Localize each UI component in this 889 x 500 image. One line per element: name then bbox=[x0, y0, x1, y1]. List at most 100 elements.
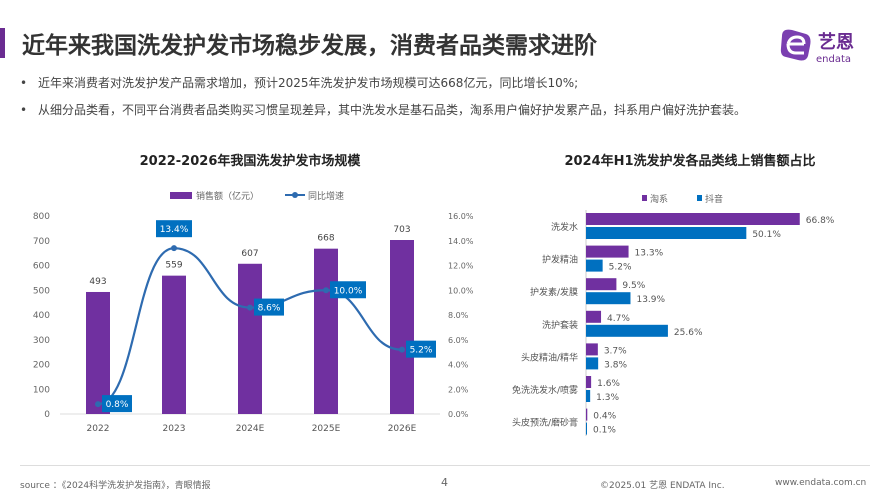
legend-swatch-douyin bbox=[697, 195, 702, 201]
page-number: 4 bbox=[441, 476, 448, 489]
y2-tick-label: 4.0% bbox=[448, 361, 469, 370]
page-title: 近年来我国洗发护发市场稳步发展，消费者品类需求进阶 bbox=[22, 33, 597, 59]
growth-data-label: 5.2% bbox=[410, 346, 433, 356]
bar-douyin bbox=[586, 259, 603, 272]
y2-tick-label: 6.0% bbox=[448, 336, 469, 345]
legend-label-growth: 同比增速 bbox=[308, 190, 344, 202]
growth-marker bbox=[247, 304, 253, 311]
website-link[interactable]: www.endata.com.cn bbox=[775, 478, 867, 488]
growth-line bbox=[97, 247, 403, 406]
bar-data-label: 13.3% bbox=[635, 249, 664, 259]
y2-tick-label: 14.0% bbox=[448, 237, 474, 246]
legend-swatch-sales bbox=[170, 192, 192, 199]
y2-tick-label: 12.0% bbox=[448, 262, 474, 271]
growth-label-box bbox=[156, 220, 192, 238]
bar-douyin bbox=[586, 324, 668, 337]
legend-label-douyin: 抖音 bbox=[705, 193, 723, 205]
bar-taoxi bbox=[586, 343, 598, 356]
bullet-text: 近年来消费者对洗发护发产品需求增加，预计2025年洗发护发市场规模可达668亿元… bbox=[38, 76, 579, 90]
bar-douyin bbox=[586, 390, 591, 402]
bullet-2: • 从细分品类看，不同平台消费者品类购买习惯呈现差异，其中洗发水是基石品类，淘系用… bbox=[20, 103, 747, 117]
x-tick-label: 2023 bbox=[163, 424, 186, 434]
x-tick-label: 2024E bbox=[236, 424, 265, 434]
growth-data-label: 8.6% bbox=[258, 304, 281, 314]
y2-tick-label: 2.0% bbox=[448, 385, 469, 394]
y-tick-label: 700 bbox=[33, 237, 50, 247]
copyright: ©2025.01 艺恩 ENDATA Inc. bbox=[600, 481, 725, 491]
y2-tick-label: 16.0% bbox=[448, 212, 474, 221]
bar-data-label: 66.8% bbox=[806, 216, 835, 226]
bar-taoxi bbox=[586, 376, 592, 388]
bar-data-label: 50.1% bbox=[752, 230, 781, 240]
y-tick-label: 300 bbox=[33, 336, 50, 346]
bar-douyin bbox=[586, 227, 747, 239]
legend-swatch-taoxi bbox=[642, 195, 647, 201]
bar-sales bbox=[314, 248, 338, 414]
y-tick-label: 800 bbox=[33, 212, 50, 222]
chart-2-title: 2024年H1洗发护发各品类线上销售额占比 bbox=[564, 154, 816, 169]
bar-data-label: 1.3% bbox=[596, 393, 619, 403]
footer-divider bbox=[20, 465, 870, 466]
svg-text:endata: endata bbox=[816, 54, 851, 64]
bullet-1: • 近年来消费者对洗发护发产品需求增加，预计2025年洗发护发市场规模可达668亿… bbox=[20, 76, 579, 90]
y-tick-label: 0 bbox=[44, 410, 50, 420]
bar-taoxi bbox=[586, 310, 602, 323]
bar-data-label: 668 bbox=[317, 234, 334, 244]
bar-data-label: 4.7% bbox=[607, 314, 630, 324]
legend-marker-growth bbox=[292, 192, 298, 198]
growth-marker bbox=[171, 245, 177, 252]
bar-data-label: 25.6% bbox=[674, 328, 703, 338]
bar-data-label: 9.5% bbox=[622, 281, 645, 291]
growth-label-box bbox=[102, 395, 132, 413]
bar-taoxi bbox=[586, 278, 617, 291]
bar-taoxi bbox=[586, 245, 629, 258]
y2-tick-label: 0.0% bbox=[448, 410, 469, 419]
bar-douyin bbox=[586, 357, 599, 370]
y2-tick-label: 8.0% bbox=[448, 311, 469, 320]
chart-1-title: 2022-2026年我国洗发护发市场规模 bbox=[139, 154, 361, 169]
growth-label-box bbox=[406, 340, 436, 358]
category-label: 护发精油 bbox=[542, 254, 578, 266]
growth-data-label: 0.8% bbox=[106, 400, 129, 410]
legend-label-sales: 销售额（亿元） bbox=[196, 190, 259, 202]
y-tick-label: 500 bbox=[33, 286, 50, 296]
growth-data-label: 13.4% bbox=[160, 225, 189, 235]
x-tick-label: 2026E bbox=[388, 424, 417, 434]
bar-douyin bbox=[586, 292, 631, 305]
bar-taoxi bbox=[586, 408, 588, 421]
bar-data-label: 5.2% bbox=[609, 263, 632, 273]
y-tick-label: 400 bbox=[33, 311, 50, 321]
y-tick-label: 100 bbox=[33, 385, 50, 395]
bar-data-label: 607 bbox=[241, 249, 258, 259]
category-label: 免洗洗发水/喷雾 bbox=[512, 384, 578, 396]
bar-data-label: 559 bbox=[165, 261, 182, 271]
title-accent-bar bbox=[0, 28, 5, 58]
growth-label-box bbox=[330, 281, 366, 299]
x-tick-label: 2025E bbox=[312, 424, 341, 434]
market-size-chart: 销售额（亿元） 同比增速 0 100 200 300 400 500 600 700 800 0.0%… bbox=[33, 190, 474, 434]
bar-data-label: 13.9% bbox=[636, 295, 665, 305]
x-tick-label: 2022 bbox=[87, 424, 110, 434]
bar-data-label: 493 bbox=[89, 277, 106, 287]
category-label: 头皮预洗/磨砂膏 bbox=[512, 417, 578, 429]
bar-taoxi bbox=[586, 213, 800, 225]
bar-data-label: 1.6% bbox=[597, 379, 620, 389]
growth-marker bbox=[399, 346, 405, 353]
bar-douyin bbox=[586, 422, 587, 435]
bar-sales bbox=[162, 275, 186, 414]
growth-data-label: 10.0% bbox=[334, 286, 363, 296]
endata-logo: 艺恩 endata bbox=[776, 24, 876, 65]
category-label: 头皮精油/精华 bbox=[521, 351, 578, 363]
growth-marker bbox=[95, 401, 101, 408]
growth-marker bbox=[323, 287, 329, 294]
bar-data-label: 3.8% bbox=[604, 360, 627, 370]
category-label: 护发素/发膜 bbox=[530, 286, 578, 298]
bar-sales bbox=[238, 263, 262, 414]
source-note: source ：《2024科学洗发护发指南》，青眼情报 bbox=[20, 481, 211, 491]
bar-data-label: 0.1% bbox=[593, 426, 616, 436]
category-label: 洗护套装 bbox=[542, 319, 578, 331]
y2-tick-label: 10.0% bbox=[448, 286, 474, 295]
svg-text:艺恩: 艺恩 bbox=[818, 31, 854, 53]
legend-label-taoxi: 淘系 bbox=[650, 193, 668, 205]
